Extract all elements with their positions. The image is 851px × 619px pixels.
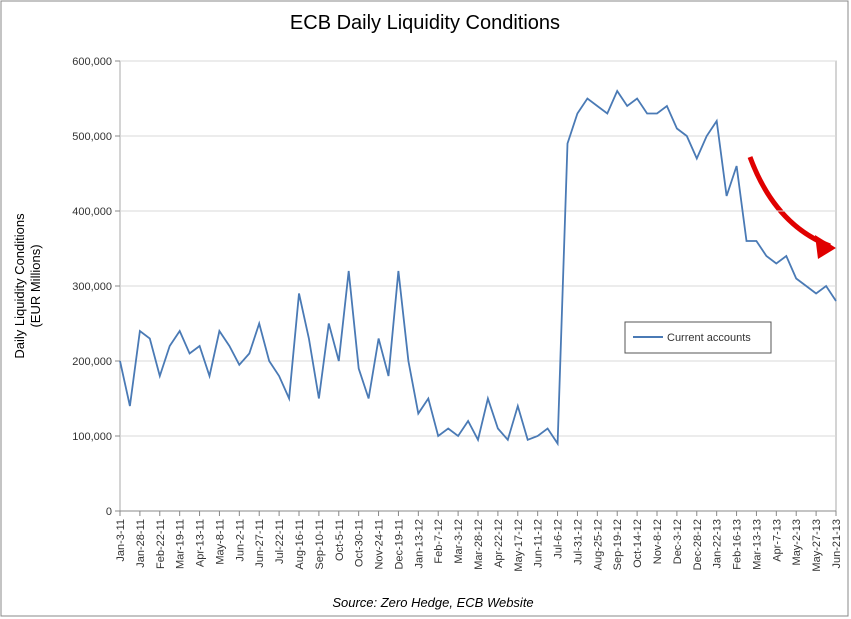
y-axis-label: Daily Liquidity Conditions bbox=[12, 213, 27, 359]
x-tick-label: Sep-19-12 bbox=[612, 519, 624, 570]
x-tick-label: Jul-31-12 bbox=[572, 519, 584, 565]
x-tick-label: Dec-28-12 bbox=[692, 519, 704, 570]
x-tick-label: Jan-3-11 bbox=[115, 519, 127, 562]
x-tick-label: Mar-3-12 bbox=[453, 519, 465, 564]
legend-label: Current accounts bbox=[667, 332, 751, 344]
x-tick-label: Nov-24-11 bbox=[374, 519, 386, 570]
x-tick-label: Nov-8-12 bbox=[652, 519, 664, 564]
x-tick-label: Apr-22-12 bbox=[493, 519, 505, 568]
x-tick-label: Oct-14-12 bbox=[632, 519, 644, 568]
x-tick-label: Feb-22-11 bbox=[155, 519, 167, 569]
chart-title: ECB Daily Liquidity Conditions bbox=[290, 12, 560, 34]
x-tick-label: May-8-11 bbox=[214, 519, 226, 565]
x-tick-label: Sep-10-11 bbox=[314, 519, 326, 570]
x-tick-label: Mar-28-12 bbox=[473, 519, 485, 570]
y-tick-label: 0 bbox=[106, 506, 112, 518]
y-tick-label: 200,000 bbox=[72, 356, 112, 368]
x-tick-label: Feb-16-13 bbox=[732, 519, 744, 570]
x-tick-label: Aug-25-12 bbox=[592, 519, 604, 570]
x-tick-label: Jul-22-11 bbox=[274, 519, 286, 564]
x-tick-label: Jul-6-12 bbox=[553, 519, 565, 559]
x-tick-label: Jan-28-11 bbox=[135, 519, 147, 568]
x-tick-label: Mar-13-13 bbox=[751, 519, 763, 570]
x-tick-label: May-2-13 bbox=[791, 519, 803, 565]
x-tick-label: Jan-13-12 bbox=[413, 519, 425, 569]
x-tick-label: Dec-19-11 bbox=[393, 519, 405, 570]
trend-arrow-head bbox=[815, 235, 836, 259]
y-axis-label: (EUR Millions) bbox=[28, 244, 43, 327]
x-tick-label: Oct-5-11 bbox=[334, 519, 346, 561]
x-tick-label: Oct-30-11 bbox=[354, 519, 366, 567]
x-tick-label: Dec-3-12 bbox=[672, 519, 684, 564]
y-tick-label: 500,000 bbox=[72, 131, 112, 143]
x-tick-label: May-17-12 bbox=[513, 519, 525, 572]
x-tick-label: May-27-13 bbox=[811, 519, 823, 572]
source-note: Source: Zero Hedge, ECB Website bbox=[332, 595, 533, 610]
y-tick-label: 100,000 bbox=[72, 431, 112, 443]
x-tick-label: Apr-13-11 bbox=[195, 519, 207, 567]
y-tick-label: 400,000 bbox=[72, 206, 112, 218]
x-tick-label: Apr-7-13 bbox=[771, 519, 783, 562]
x-tick-label: Jun-27-11 bbox=[254, 519, 266, 568]
x-tick-label: Jan-22-13 bbox=[712, 519, 724, 569]
y-tick-label: 600,000 bbox=[72, 56, 112, 68]
data-line bbox=[119, 89, 837, 447]
x-tick-label: Mar-19-11 bbox=[175, 519, 187, 569]
x-tick-label: Jun-21-13 bbox=[831, 519, 843, 569]
x-tick-label: Aug-16-11 bbox=[294, 519, 306, 570]
x-tick-label: Feb-7-12 bbox=[433, 519, 445, 564]
y-tick-label: 300,000 bbox=[72, 281, 112, 293]
x-tick-label: Jun-11-12 bbox=[533, 519, 545, 568]
x-tick-label: Jun-2-11 bbox=[234, 519, 246, 562]
